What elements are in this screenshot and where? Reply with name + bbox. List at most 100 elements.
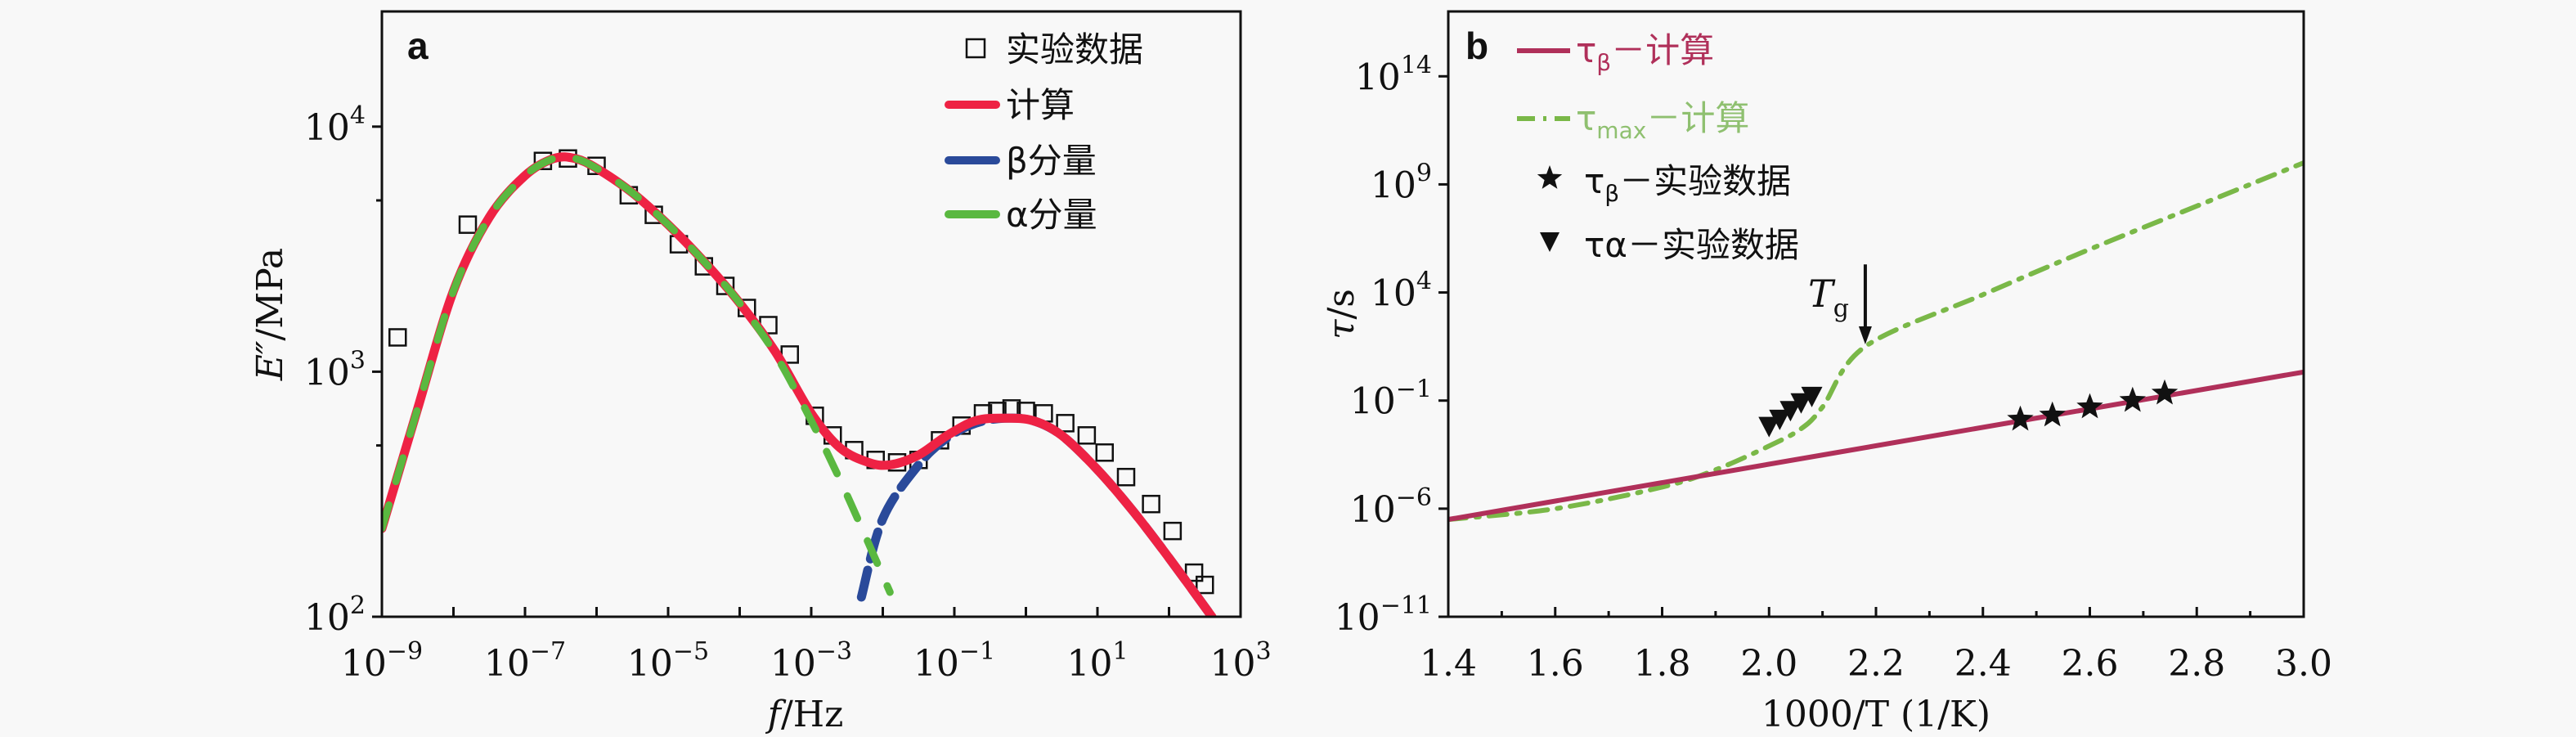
x-tick-label: 3.0	[2275, 643, 2332, 685]
legend-triangle-icon	[1540, 232, 1560, 252]
triangle-data-point	[1801, 386, 1823, 407]
y-tick-label-base: 10	[1350, 489, 1396, 531]
legend-rest: －实验数据	[1619, 161, 1791, 201]
y-tick-label-exp: −1	[1396, 375, 1432, 404]
x-tick-label: 10−9	[341, 637, 423, 685]
data-point-square	[1142, 494, 1160, 514]
panel-a-y-axis-title: E″/MPa	[249, 248, 291, 381]
panel-b-letter: b	[1465, 25, 1488, 67]
x-tick-label-exp: −5	[673, 637, 709, 666]
y-tick-label-base: 10	[1371, 273, 1416, 315]
y-tick-label: 109	[1371, 159, 1432, 206]
y-tick-label: 10−6	[1350, 483, 1432, 531]
y-tick-label-exp: 2	[350, 591, 366, 620]
y-tick-label-exp: 3	[350, 346, 366, 375]
data-point-square	[716, 276, 735, 295]
data-point-square	[458, 215, 478, 234]
y-tick-label: 104	[1371, 267, 1432, 315]
y-tick-label-base: 10	[304, 597, 350, 639]
x-tick-label-exp: −7	[530, 637, 566, 666]
y-tick-label: 103	[304, 346, 366, 393]
legend-rest: －计算	[1611, 30, 1714, 70]
data-point-square	[1196, 575, 1214, 595]
legend-label: 计算	[1006, 85, 1075, 125]
legend-tau: τ	[1576, 98, 1596, 138]
y-tick-label-exp: −11	[1380, 591, 1432, 620]
x-tick-label-base: 10	[627, 643, 673, 685]
tg-label-t: T	[1808, 272, 1836, 316]
y-title-unit: /MPa	[249, 248, 291, 341]
x-title-unit: /Hz	[781, 694, 843, 735]
legend-tau: τα	[1584, 225, 1627, 265]
y-tick-label: 104	[304, 101, 366, 149]
x-tick-label-base: 10	[1066, 643, 1112, 685]
legend-label: 实验数据	[1006, 29, 1143, 70]
x-tick-label-exp: −1	[959, 637, 995, 666]
panel-a-letter: a	[407, 25, 429, 67]
panel-a-x-axis-title: f/Hz	[765, 694, 844, 735]
tg-arrow-head-icon	[1858, 326, 1872, 344]
tg-annotation: Tg	[1808, 264, 1872, 344]
x-tick-label: 2.6	[2062, 643, 2119, 685]
x-tick-label-base: 10	[1209, 643, 1255, 685]
x-tick-label-base: 10	[770, 643, 816, 685]
y-tick-label: 102	[304, 591, 366, 639]
x-tick-label-base: 10	[341, 643, 387, 685]
legend-label: τβ－实验数据	[1584, 161, 1791, 207]
data-point-square	[1095, 443, 1114, 462]
legend-tau: τ	[1576, 30, 1596, 70]
data-point-square	[388, 328, 407, 347]
tau-max-calc-line	[1448, 160, 2304, 523]
triangle-data-point	[1779, 401, 1802, 422]
x-tick-label-base: 10	[484, 643, 530, 685]
x-tick-label: 101	[1066, 637, 1128, 685]
x-tick-label: 1.8	[1634, 643, 1691, 685]
y-tick-label-base: 10	[1350, 381, 1396, 423]
x-tick-label: 1.4	[1420, 643, 1477, 685]
x-tick-label: 10−1	[913, 637, 995, 685]
data-point-square	[1077, 426, 1097, 445]
x-tick-label: 10−3	[770, 637, 852, 685]
alpha-component-line	[382, 153, 894, 596]
x-tick-label: 10−5	[627, 637, 709, 685]
legend-tau: τ	[1584, 161, 1604, 201]
x-tick-label-exp: −9	[387, 637, 423, 666]
legend-square-icon	[965, 38, 986, 59]
legend-star-icon	[1537, 165, 1563, 189]
y-tick-label-base: 10	[1335, 597, 1380, 639]
tg-label-sub: g	[1833, 294, 1849, 323]
y-tick-label: 10−11	[1335, 591, 1432, 639]
triangle-data-point	[1769, 409, 1791, 430]
legend-label: β分量	[1006, 141, 1097, 181]
x-tick-label-exp: 1	[1112, 637, 1128, 666]
data-point-square	[1163, 521, 1183, 541]
panel-b: 1.4 1.6 1.8 2.0 2.2 2.4 2.6 2.8 3.010−1110−610−1…	[1321, 10, 2332, 735]
triangle-data-point	[1790, 393, 1812, 414]
y-tick-label: 10−1	[1350, 375, 1432, 423]
x-tick-label: 1.6	[1527, 643, 1584, 685]
legend-rest: －实验数据	[1627, 225, 1799, 265]
data-point-square	[1056, 414, 1075, 433]
legend-sub: β	[1596, 49, 1611, 76]
panel-a-plot-area	[382, 149, 1217, 617]
star-data-point	[2119, 386, 2146, 412]
legend-sub: β	[1604, 180, 1619, 207]
y-tick-label: 1014	[1355, 51, 1432, 98]
panel-b-x-axis-title: 1000/T (1/K)	[1761, 694, 1990, 735]
x-tick-label-exp: 3	[1255, 637, 1271, 666]
panel-b-plot-area	[1448, 160, 2304, 523]
x-tick-label: 103	[1209, 637, 1271, 685]
x-tick-label: 2.2	[1847, 643, 1905, 685]
star-data-point	[2039, 401, 2066, 427]
legend-label: τmax－计算	[1576, 98, 1749, 144]
y-tick-label-exp: 9	[1416, 159, 1432, 187]
y-tick-label-base: 10	[1371, 164, 1416, 206]
y-tick-label-base: 10	[1355, 56, 1401, 98]
tg-label: Tg	[1808, 272, 1849, 323]
